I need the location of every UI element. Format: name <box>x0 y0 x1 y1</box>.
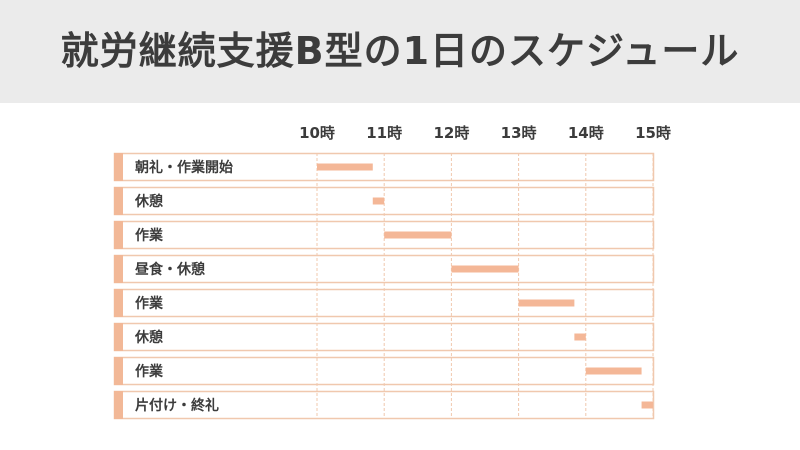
row-label: 休憩 <box>134 329 163 346</box>
x-tick-label: 11時 <box>366 124 402 142</box>
row-accent <box>114 391 123 419</box>
row-accent <box>114 357 123 385</box>
row-label: 作業 <box>135 295 164 312</box>
x-tick-label: 14時 <box>568 124 604 142</box>
title-banner <box>0 0 800 103</box>
row-accent <box>114 255 123 283</box>
row-accent <box>114 289 123 317</box>
row-label: 片付け・終礼 <box>135 397 219 414</box>
row-accent <box>114 187 123 215</box>
task-bar <box>317 163 373 171</box>
row-frame <box>113 322 655 352</box>
task-bar <box>641 401 653 409</box>
row-label: 昼食・休憩 <box>135 261 205 278</box>
row-accent <box>114 153 123 181</box>
row-label: 朝礼・作業開始 <box>135 159 233 176</box>
page-title: 就労継続支援B型の1日のスケジュール <box>60 29 740 73</box>
task-bar <box>451 265 519 273</box>
task-bar <box>574 333 586 341</box>
task-bar <box>518 299 575 307</box>
row-label: 休憩 <box>134 193 163 210</box>
x-tick-label: 15時 <box>635 124 671 142</box>
row-accent <box>114 323 123 351</box>
x-tick-label: 10時 <box>299 124 335 142</box>
task-bar <box>384 231 452 239</box>
row-label: 作業 <box>135 227 164 244</box>
row-label: 作業 <box>135 363 164 380</box>
x-tick-label: 12時 <box>433 124 469 142</box>
x-tick-label: 13時 <box>501 124 537 142</box>
task-bar <box>585 367 642 375</box>
task-bar <box>372 197 385 205</box>
row-accent <box>114 221 123 249</box>
